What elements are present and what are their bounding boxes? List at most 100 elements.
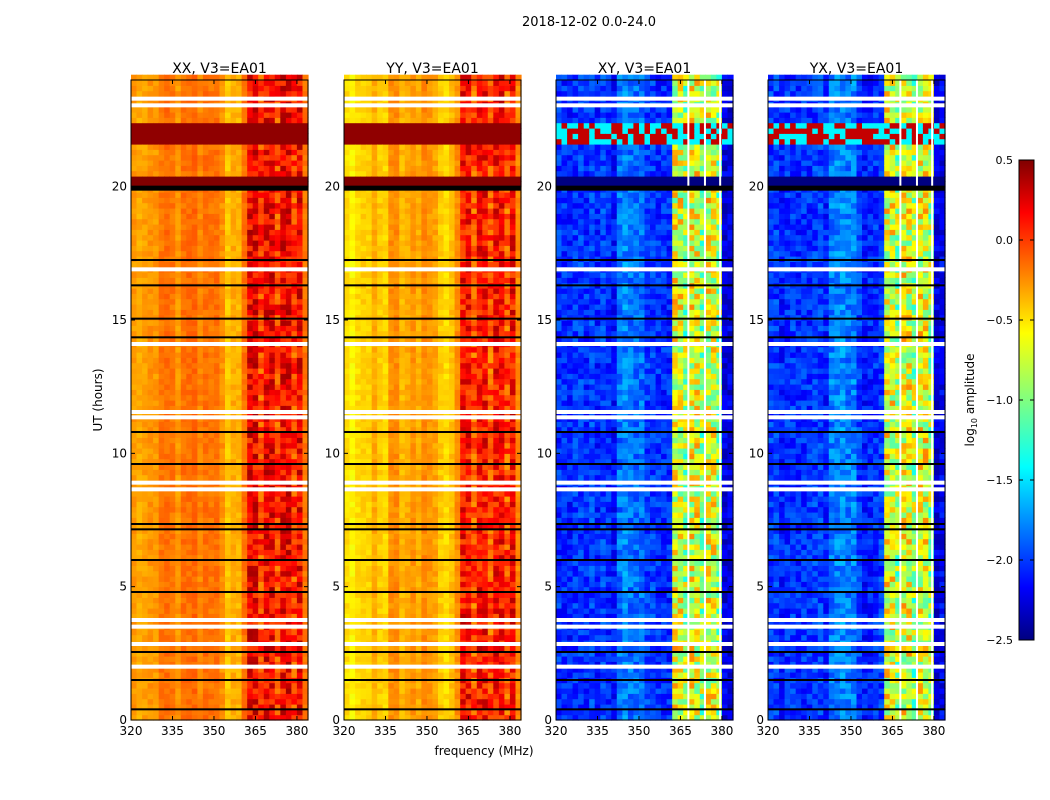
heatmap-cell — [258, 389, 265, 396]
heatmap-cell — [241, 90, 248, 97]
heatmap-cell — [236, 389, 243, 396]
heatmap-cell — [382, 554, 389, 561]
heatmap-cell — [247, 384, 254, 390]
heatmap-cell — [258, 272, 265, 278]
heatmap-cell — [263, 181, 270, 188]
heatmap-cell — [142, 432, 149, 438]
heatmap-cell — [258, 208, 265, 214]
heatmap-cell — [131, 85, 138, 92]
heatmap-cell — [377, 80, 384, 86]
heatmap-cell — [258, 138, 265, 145]
heatmap-cell — [382, 490, 389, 497]
heatmap-cell — [274, 533, 281, 540]
heatmap-cell — [136, 309, 143, 316]
heatmap-cell — [202, 501, 209, 508]
heatmap-cell — [241, 437, 248, 444]
heatmap-cell — [280, 560, 287, 566]
heatmap-cell — [258, 144, 265, 150]
heatmap-cell — [382, 437, 389, 444]
heatmap-cell — [291, 85, 298, 92]
heatmap-cell — [191, 714, 198, 721]
heatmap-cell — [382, 474, 389, 481]
heatmap-cell — [355, 74, 362, 81]
heatmap-cell — [258, 448, 265, 454]
heatmap-cell — [258, 698, 265, 705]
heatmap-cell — [258, 373, 265, 380]
heatmap-cell — [136, 672, 143, 678]
heatmap-cell — [236, 154, 243, 161]
heatmap-cell — [366, 138, 373, 145]
heatmap-cell — [388, 437, 395, 444]
heatmap-cell — [175, 613, 182, 620]
heatmap-cell — [180, 634, 187, 641]
heatmap-cell — [360, 160, 367, 166]
heatmap-cell — [388, 293, 395, 300]
heatmap-cell — [349, 298, 356, 305]
heatmap-cell — [344, 554, 351, 561]
heatmap-cell — [252, 560, 259, 566]
heatmap-cell — [153, 80, 160, 86]
heatmap-cell — [360, 512, 367, 518]
heatmap-cell — [208, 629, 215, 636]
heatmap-cell — [349, 117, 356, 124]
heatmap-cell — [258, 666, 265, 673]
heatmap-cell — [349, 304, 356, 310]
heatmap-cell — [371, 576, 378, 582]
heatmap-cell — [202, 570, 209, 577]
heatmap-cell — [147, 373, 154, 380]
heatmap-cell — [355, 522, 362, 529]
heatmap-cell — [208, 117, 215, 124]
heatmap-cell — [274, 432, 281, 438]
heatmap-cell — [291, 576, 298, 582]
heatmap-cell — [296, 688, 303, 694]
heatmap-cell — [208, 581, 215, 588]
heatmap-cell — [164, 208, 171, 214]
heatmap-cell — [388, 517, 395, 524]
heatmap-cell — [147, 586, 154, 593]
heatmap-cell — [186, 501, 193, 508]
heatmap-cell — [191, 682, 198, 689]
heatmap-cell — [377, 565, 384, 572]
heatmap-cell — [241, 309, 248, 316]
heatmap-cell — [291, 704, 298, 710]
heatmap-cell — [349, 112, 356, 118]
heatmap-cell — [197, 224, 204, 230]
heatmap-cell — [274, 704, 281, 710]
heatmap-cell — [280, 650, 287, 657]
heatmap-cell — [131, 554, 138, 561]
heatmap-cell — [377, 165, 384, 172]
heatmap-cell — [302, 634, 309, 641]
heatmap-cell — [388, 570, 395, 577]
heatmap-cell — [252, 661, 259, 668]
heatmap-cell — [252, 197, 259, 204]
heatmap-cell — [285, 528, 292, 534]
heatmap-cell — [219, 74, 226, 81]
heatmap-cell — [269, 634, 276, 641]
heatmap-cell — [371, 698, 378, 705]
heatmap-cell — [147, 474, 154, 481]
heatmap-cell — [230, 160, 237, 166]
heatmap-cell — [197, 405, 204, 412]
heatmap-cell — [214, 160, 221, 166]
heatmap-cell — [382, 672, 389, 678]
heatmap-cell — [191, 357, 198, 364]
heatmap-cell — [202, 362, 209, 369]
heatmap-cell — [263, 165, 270, 172]
heatmap-cell — [191, 666, 198, 673]
heatmap-cell — [388, 666, 395, 673]
heatmap-cell — [366, 581, 373, 588]
heatmap-cell — [214, 629, 221, 636]
heatmap-cell — [241, 501, 248, 508]
y-tick-label: 20 — [112, 180, 127, 194]
heatmap-cell — [208, 549, 215, 556]
heatmap-cell — [360, 357, 367, 364]
heatmap-cell — [214, 490, 221, 497]
heatmap-cell — [269, 106, 276, 113]
heatmap-cell — [214, 426, 221, 433]
heatmap-cell — [360, 432, 367, 438]
heatmap-cell — [142, 138, 149, 145]
heatmap-cell — [147, 117, 154, 124]
heatmap-cell — [349, 421, 356, 428]
heatmap-cell — [191, 576, 198, 582]
heatmap-cell — [158, 272, 165, 278]
